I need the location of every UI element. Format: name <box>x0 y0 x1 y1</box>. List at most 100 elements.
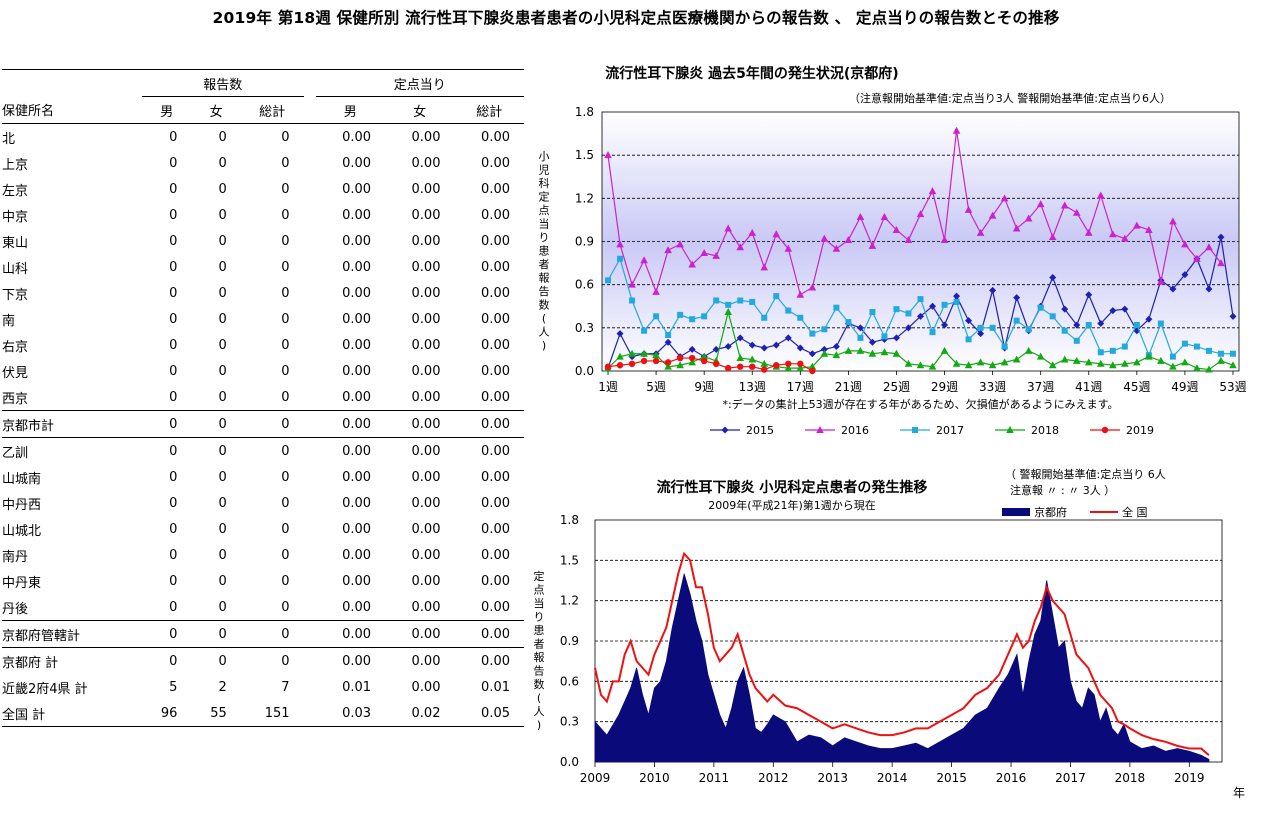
cell-male-rate: 0.00 <box>342 233 372 249</box>
data-point <box>725 301 732 308</box>
cell-total-count: 0 <box>240 620 304 648</box>
data-point <box>676 240 684 248</box>
data-point <box>1157 356 1165 364</box>
cell-male-rate: 0.00 <box>342 495 372 511</box>
cell-male-count: 0 <box>169 259 178 275</box>
legend-label: 2016 <box>841 424 869 437</box>
data-point <box>856 346 865 354</box>
data-point <box>652 357 660 365</box>
data-point <box>676 361 684 369</box>
data-point <box>773 293 780 300</box>
data-point <box>1121 305 1129 313</box>
data-point <box>628 280 636 288</box>
data-point <box>736 354 745 362</box>
cell-total-rate: 0.00 <box>454 410 524 438</box>
data-point <box>1036 352 1045 360</box>
y-tick-label: 1.5 <box>560 553 579 567</box>
row-name: 山科 <box>2 261 29 277</box>
cell-male-rate: 0.00 <box>342 599 372 615</box>
data-point <box>1217 350 1224 357</box>
data-point <box>868 349 877 357</box>
cell-male-rate: 0.00 <box>342 311 372 327</box>
cell-female-count: 0 <box>218 259 227 275</box>
data-point <box>868 241 877 249</box>
data-point <box>821 326 828 333</box>
cell-total-count: 7 <box>281 679 290 695</box>
data-point <box>616 352 624 360</box>
row-name: 南丹 <box>2 549 29 565</box>
cell-female-count: 0 <box>218 129 227 145</box>
data-point <box>1073 337 1080 344</box>
cell-female-count: 0 <box>218 207 227 223</box>
data-point <box>1217 356 1225 364</box>
cell-total-count: 0 <box>281 285 290 301</box>
cell-female-count: 0 <box>218 311 227 327</box>
cell-male-count: 0 <box>142 647 192 674</box>
cell-total-count: 0 <box>240 647 304 674</box>
cell-female-rate: 0.00 <box>411 495 441 511</box>
cell-total-rate: 0.00 <box>481 259 510 275</box>
data-point <box>977 324 984 331</box>
data-point <box>1025 326 1032 333</box>
data-point <box>1157 277 1165 285</box>
row-name: 中丹東 <box>2 575 42 591</box>
cell-male-count: 0 <box>142 620 192 648</box>
table-group-header: 報告数 定点当り <box>2 69 524 97</box>
y-tick-label: 1.2 <box>575 191 594 205</box>
cell-total-rate: 0.00 <box>481 181 510 197</box>
cell-female-count: 0 <box>191 620 241 648</box>
data-point <box>1145 315 1153 323</box>
data-point <box>772 230 781 238</box>
cell-total-rate: 0.00 <box>481 521 510 537</box>
data-point <box>677 311 684 318</box>
data-point <box>724 364 732 372</box>
row-name: 京都府 計 <box>2 647 142 674</box>
row-name: 西京 <box>2 391 29 407</box>
data-point <box>616 240 624 248</box>
data-point <box>856 324 864 332</box>
cell-male-rate: 0.03 <box>315 700 386 727</box>
table-row: 山城北 0 0 0 0.00 0.00 0.00 <box>2 516 524 542</box>
data-point <box>688 358 696 366</box>
data-point <box>964 361 973 369</box>
y-axis-label: 小児科定点当り患者報告数(人) <box>539 150 550 352</box>
cell-total-count: 151 <box>240 700 304 727</box>
y-axis-label: 定点当り患者報告数(人) <box>534 569 545 732</box>
x-tick-label: 13週 <box>739 380 766 394</box>
data-point <box>748 355 757 363</box>
data-point <box>977 330 985 338</box>
data-point <box>616 330 624 338</box>
data-point <box>832 351 841 359</box>
x-tick-label: 2019 <box>1174 771 1205 785</box>
data-point <box>1000 194 1009 202</box>
data-point <box>688 354 696 362</box>
data-point <box>713 297 720 304</box>
data-point <box>988 361 997 369</box>
data-point <box>868 338 876 346</box>
cell-total-rate: 0.00 <box>481 311 510 327</box>
data-point <box>1121 343 1128 350</box>
x-tick-label: 29週 <box>931 380 958 394</box>
table-row: 伏見 0 0 0 0.00 0.00 0.00 <box>2 358 524 384</box>
cell-male-count: 0 <box>169 573 178 589</box>
data-point <box>1006 426 1014 433</box>
cell-female-count: 0 <box>218 547 227 563</box>
data-point <box>1169 285 1177 293</box>
data-point <box>1084 358 1093 366</box>
data-point <box>760 359 769 367</box>
cell-male-count: 0 <box>169 363 178 379</box>
y-tick-label: 0.9 <box>560 634 579 648</box>
data-point <box>749 298 756 305</box>
data-point <box>1217 233 1225 241</box>
data-point <box>809 367 816 375</box>
cell-total-rate: 0.00 <box>481 389 510 405</box>
data-point <box>784 364 793 372</box>
data-point <box>929 329 936 336</box>
data-point <box>1084 228 1093 236</box>
data-point <box>721 426 729 434</box>
group-rate-header: 定点当り <box>315 69 524 97</box>
cell-female-rate: 0.00 <box>385 620 455 648</box>
cell-male-rate: 0.00 <box>315 647 386 674</box>
data-point <box>1133 358 1141 366</box>
cell-total-rate: 0.00 <box>481 337 510 353</box>
